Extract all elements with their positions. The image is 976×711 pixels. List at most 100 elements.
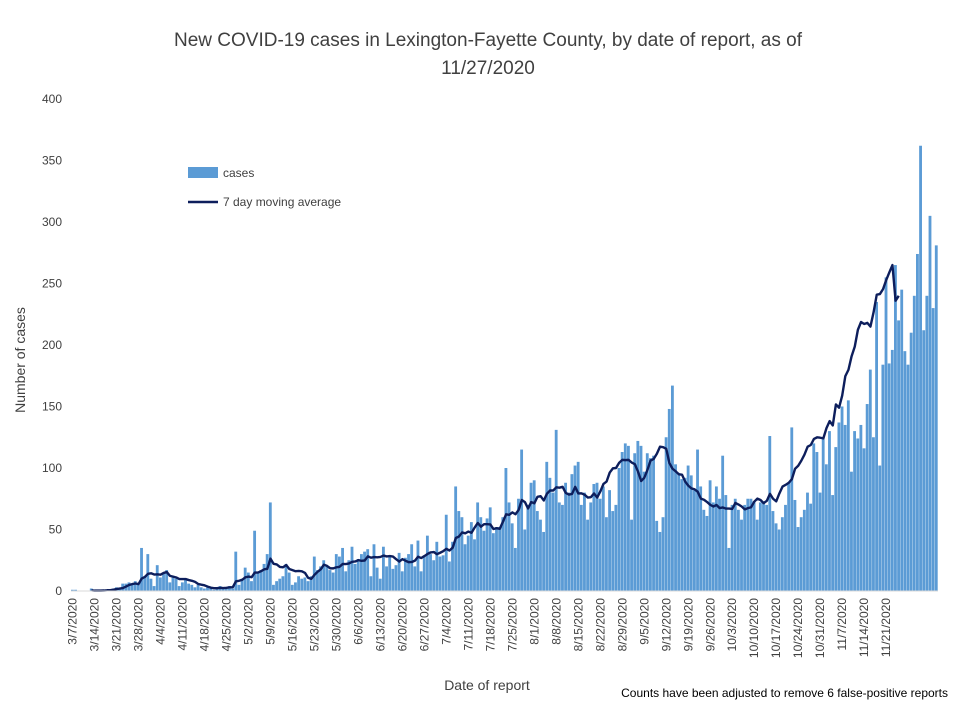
cases-bar: [828, 431, 831, 591]
cases-bar: [859, 424, 863, 591]
cases-bar: [504, 468, 508, 591]
cases-bar: [180, 582, 184, 591]
chart-title-line-1: New COVID-19 cases in Lexington-Fayette …: [174, 30, 803, 51]
cases-bar: [752, 501, 756, 591]
cases-bar: [784, 504, 787, 591]
cases-bar: [561, 504, 564, 591]
cases-bar: [614, 504, 618, 591]
cases-bar: [297, 576, 300, 591]
cases-bar: [652, 455, 655, 591]
cases-bar: [884, 277, 888, 591]
cases-bar: [385, 566, 388, 591]
cases-bar: [284, 563, 288, 591]
cases-bar: [212, 589, 216, 591]
cases-bar: [341, 547, 344, 591]
cases-bar: [171, 576, 175, 591]
cases-bar: [168, 582, 172, 591]
cases-bar: [928, 215, 932, 591]
cases-bar: [696, 449, 699, 591]
cases-bar: [513, 547, 517, 591]
cases-bar: [416, 540, 420, 591]
cases-bar: [840, 406, 844, 591]
cases-bar: [692, 490, 696, 591]
cases-bar: [846, 400, 850, 591]
cases-bar: [765, 504, 769, 591]
cases-bar: [256, 572, 260, 591]
cases-bar: [649, 458, 652, 591]
cases-bar: [444, 514, 448, 591]
cases-bar: [633, 453, 637, 591]
cases-bar: [642, 471, 646, 591]
cases-bar: [491, 533, 495, 591]
x-tick-label: 8/15/2020: [571, 598, 585, 652]
cases-bar: [576, 461, 580, 591]
cases-bar: [815, 452, 819, 591]
cases-bar: [809, 503, 813, 591]
x-tick-label: 4/11/2020: [176, 598, 190, 651]
y-tick-label: 150: [42, 400, 62, 414]
cases-bar: [347, 560, 351, 591]
cases-bar: [360, 554, 363, 591]
cases-bar: [699, 486, 703, 591]
cases-bar: [674, 464, 677, 591]
cases-bar: [617, 468, 621, 591]
cases-bar: [485, 518, 489, 591]
cases-bar: [529, 482, 533, 591]
cases-bar: [319, 566, 322, 591]
cases-bar: [177, 586, 181, 591]
cases-bar: [476, 502, 480, 591]
cases-bar: [900, 289, 904, 591]
cases-bar: [780, 517, 784, 591]
cases-bar: [711, 502, 715, 591]
x-tick-label: 11/21/2020: [879, 598, 893, 657]
cases-bar: [912, 295, 916, 591]
cases-bar: [586, 519, 589, 591]
y-tick-label: 0: [55, 584, 62, 598]
x-tick-label: 10/31/2020: [813, 598, 827, 658]
y-tick-label: 400: [42, 92, 62, 106]
y-axis-title: Number of cases: [12, 307, 28, 413]
cases-bar: [837, 422, 841, 591]
cases-bar: [363, 551, 366, 591]
cases-bar: [532, 480, 536, 591]
y-tick-label: 300: [42, 215, 62, 229]
cases-bar: [623, 443, 627, 591]
cases-bar: [718, 498, 721, 591]
cases-bar: [498, 527, 502, 591]
cases-bar: [187, 583, 191, 591]
cases-bar: [777, 529, 781, 591]
cases-bar: [146, 554, 150, 591]
cases-bar: [196, 584, 200, 591]
cases-bar: [677, 472, 681, 591]
cases-bar: [689, 475, 693, 591]
cases-bar: [482, 530, 486, 591]
cases-bar: [265, 554, 269, 591]
cases-bar: [243, 567, 247, 591]
cases-bar: [322, 560, 326, 591]
cases-bar: [887, 363, 891, 591]
x-tick-label: 9/19/2020: [681, 598, 695, 652]
cases-bar: [661, 517, 665, 591]
cases-bar: [231, 588, 235, 591]
cases-bar: [601, 486, 605, 591]
cases-bar: [762, 501, 765, 591]
cases-bar: [246, 572, 250, 591]
x-tick-label: 6/27/2020: [417, 598, 431, 652]
cases-bar: [268, 502, 272, 591]
cases-bar: [702, 509, 706, 591]
cases-bar: [894, 265, 897, 591]
cases-bar: [262, 563, 266, 591]
cases-bar: [397, 552, 401, 591]
cases-bar: [664, 437, 668, 591]
cases-bar: [237, 584, 241, 591]
cases-bar: [680, 479, 684, 591]
x-tick-label: 11/14/2020: [857, 598, 871, 657]
cases-bar: [413, 566, 417, 591]
x-tick-label: 9/26/2020: [703, 598, 717, 652]
cases-bar: [275, 581, 279, 591]
cases-bar: [608, 490, 611, 591]
cases-bar: [856, 438, 860, 591]
cases-bar: [931, 308, 935, 591]
x-tick-label: 6/13/2020: [373, 598, 387, 652]
